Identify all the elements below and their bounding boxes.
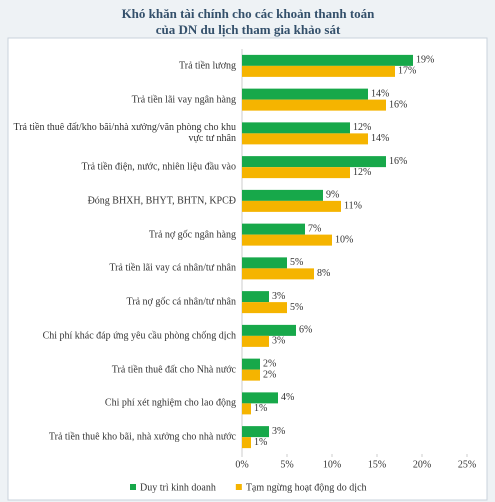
bar (242, 437, 251, 449)
chart-subtitle: của DN du lịch tham gia khảo sát (156, 22, 341, 37)
x-tick-label: 5% (280, 459, 293, 470)
value-label: 16% (389, 99, 407, 110)
value-label: 16% (389, 156, 407, 167)
value-label: 6% (299, 325, 312, 336)
x-tick-label: 15% (368, 459, 386, 470)
bar (242, 257, 287, 269)
value-label: 4% (281, 392, 294, 403)
value-label: 1% (254, 437, 267, 448)
bar (242, 200, 341, 212)
value-label: 3% (272, 336, 285, 347)
y-tick-label: Chi phí xét nghiệm cho lao động (104, 397, 236, 409)
bar (242, 324, 296, 336)
value-label: 2% (263, 369, 276, 380)
value-label: 3% (272, 291, 285, 302)
value-label: 5% (290, 257, 303, 268)
bar (242, 392, 278, 404)
bar (242, 65, 395, 77)
value-label: 14% (371, 88, 389, 99)
y-tick-label: Trả tiền điện, nước, nhiên liệu đầu vào (81, 161, 236, 173)
y-tick-label: Chi phí khác đáp ứng yêu cầu phòng chống… (42, 330, 236, 342)
bar (242, 335, 269, 347)
bar (242, 426, 269, 438)
y-tick-label: Đóng BHXH, BHYT, BHTN, KPCĐ (87, 195, 236, 207)
value-label: 10% (335, 234, 353, 245)
y-tick-label: Trả tiền thuê đất cho Nhà nước (111, 364, 236, 376)
bar (242, 156, 386, 168)
x-tick-label: 25% (458, 459, 476, 470)
value-label: 12% (353, 167, 371, 178)
bar (242, 223, 305, 235)
bar (242, 122, 350, 134)
value-label: 8% (317, 268, 330, 279)
legend-swatch (235, 484, 242, 490)
bar (242, 167, 350, 179)
x-tick-label: 10% (323, 459, 341, 470)
value-label: 7% (308, 223, 321, 234)
value-label: 9% (326, 190, 339, 201)
y-tick-label: Trả nợ gốc ngân hàng (148, 229, 236, 241)
bar (242, 302, 287, 314)
value-label: 11% (344, 201, 362, 212)
bar (242, 234, 332, 246)
value-label: 12% (353, 122, 371, 133)
legend-label: Tạm ngừng hoạt động do dịch (246, 482, 367, 493)
bar (242, 268, 314, 280)
value-label: 3% (272, 426, 285, 437)
y-tick-label: Trả tiền thuê kho bãi, nhà xưởng cho nhà… (48, 431, 236, 443)
x-tick-label: 0% (235, 459, 248, 470)
bar (242, 291, 269, 303)
value-label: 17% (398, 66, 416, 77)
bar (242, 54, 413, 66)
y-tick-label: Trả tiền lãi vay ngân hàng (131, 94, 236, 106)
bar (242, 189, 323, 201)
chart-title: Khó khăn tài chính cho các khoản thanh t… (122, 6, 376, 21)
y-tick-label: Trả tiền thuê đất/kho bãi/nhà xưởng/văn … (13, 122, 236, 145)
bar (242, 369, 260, 381)
bar (242, 358, 260, 370)
value-label: 1% (254, 403, 267, 414)
bar (242, 99, 386, 111)
value-label: 19% (416, 55, 434, 66)
y-tick-label: Trả tiền lãi vay cá nhân/tư nhân (109, 262, 236, 274)
bar (242, 403, 251, 415)
legend-label: Duy trì kinh doanh (140, 482, 216, 493)
bar (242, 88, 368, 100)
bar (242, 133, 368, 145)
value-label: 5% (290, 302, 303, 313)
y-tick-label: Trả tiền lương (178, 60, 236, 72)
x-tick-label: 20% (413, 459, 431, 470)
legend-swatch (130, 484, 136, 490)
value-label: 2% (263, 358, 276, 369)
y-tick-label: Trả nợ gốc cá nhân/tư nhân (126, 296, 236, 308)
value-label: 14% (371, 133, 389, 144)
